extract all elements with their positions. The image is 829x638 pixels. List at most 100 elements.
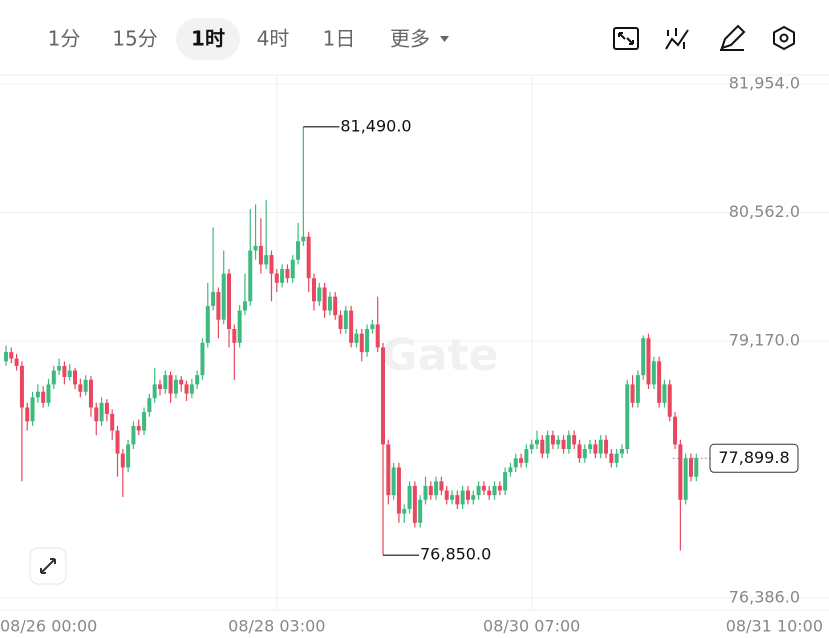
candle-body — [168, 375, 173, 394]
candle-body — [285, 268, 290, 279]
candle-body — [248, 250, 253, 302]
timeframe-tab[interactable]: 15分 — [112, 27, 157, 51]
last-price-label: 77,899.8 — [718, 448, 789, 467]
candle-body — [78, 384, 83, 392]
candle-body — [582, 449, 587, 459]
timeframe-tab[interactable]: 1时 — [191, 27, 225, 51]
candle-body — [322, 287, 327, 311]
draw-icon[interactable] — [720, 24, 746, 51]
candle-body — [460, 490, 465, 505]
candle-body — [142, 412, 147, 431]
candle-body — [508, 467, 513, 473]
candle-body — [221, 273, 226, 320]
candle-body — [683, 458, 688, 500]
x-tick-label: 08/31 10:00 — [726, 617, 823, 636]
timeframe-tab[interactable]: 更多 — [390, 27, 430, 51]
candle-body — [19, 365, 24, 408]
candle-body — [317, 287, 322, 302]
candle-body — [67, 370, 72, 378]
timeframe-tab[interactable]: 1日 — [323, 27, 356, 51]
candle-body — [540, 439, 545, 454]
candle-body — [35, 391, 40, 398]
x-tick-label: 08/26 00:00 — [0, 617, 97, 636]
candle-body — [694, 458, 699, 477]
candle-body — [471, 495, 476, 500]
candle-body — [529, 444, 534, 450]
y-tick-label: 76,386.0 — [729, 588, 800, 607]
candle-body — [184, 384, 189, 394]
candle-body — [126, 444, 131, 468]
candle-body — [391, 467, 396, 496]
candle-body — [4, 352, 8, 362]
candle-body — [418, 499, 423, 523]
candle-body — [301, 236, 306, 242]
candle-body — [465, 490, 470, 500]
candle-body — [104, 402, 109, 414]
candle-body — [407, 485, 412, 510]
candle-body — [662, 384, 667, 403]
candle-body — [396, 467, 401, 514]
candle-body — [195, 375, 200, 385]
candle-body — [110, 413, 115, 431]
indicator-icon[interactable] — [665, 28, 689, 50]
candle-body — [635, 375, 640, 403]
candle-body — [327, 296, 332, 311]
candle-body — [359, 333, 364, 353]
candle-body — [242, 301, 247, 311]
candle-body — [588, 444, 593, 450]
candle-body — [550, 435, 555, 445]
candle-body — [258, 245, 263, 265]
candle-body — [365, 328, 370, 353]
candle-body — [641, 338, 646, 376]
candle-body — [375, 324, 380, 348]
candle-body — [519, 458, 524, 463]
candle-body — [57, 365, 62, 371]
candle-body — [136, 425, 141, 431]
last-price-box — [709, 443, 799, 473]
candle-body — [492, 485, 497, 496]
candle-body — [476, 485, 481, 496]
candle-body — [264, 255, 269, 265]
candle-body — [147, 398, 152, 413]
timeframe-tab[interactable]: 4时 — [257, 27, 290, 51]
candle-body — [120, 453, 125, 468]
candle-body — [598, 439, 603, 454]
candle-body — [561, 439, 566, 450]
settings-icon[interactable] — [773, 25, 795, 51]
candle-body — [83, 379, 88, 392]
candle-body — [99, 402, 104, 422]
expand-button[interactable] — [29, 547, 67, 585]
candle-body — [566, 435, 571, 450]
candle-body — [646, 338, 651, 385]
candle-body — [25, 407, 30, 422]
candle-body — [338, 315, 343, 329]
y-tick-label: 79,170.0 — [729, 331, 800, 350]
timeframe-tab[interactable]: 1分 — [48, 27, 81, 51]
tab-selected-bg — [176, 18, 240, 60]
candle-body — [402, 509, 407, 514]
candle-body — [173, 379, 178, 394]
candle-body — [253, 245, 258, 251]
fullscreen-icon[interactable] — [613, 27, 639, 50]
candle-body — [604, 439, 609, 454]
candle-body — [434, 481, 439, 496]
candle-body — [73, 370, 78, 385]
candle-body — [572, 435, 577, 445]
candle-body — [370, 324, 375, 329]
candle-body — [200, 342, 205, 376]
candle-body — [237, 310, 242, 343]
candle-body — [673, 416, 678, 445]
candle-body — [614, 453, 619, 463]
candle-body — [667, 384, 672, 417]
candle-body — [678, 444, 683, 500]
candle-body — [179, 379, 184, 385]
candle-body — [630, 384, 635, 403]
candle-body — [51, 370, 56, 385]
candle-body — [688, 458, 693, 477]
extreme-label: 76,850.0 — [420, 545, 491, 564]
candle-body — [535, 439, 539, 445]
watermark: Gate — [382, 330, 499, 381]
candle-body — [450, 495, 455, 500]
